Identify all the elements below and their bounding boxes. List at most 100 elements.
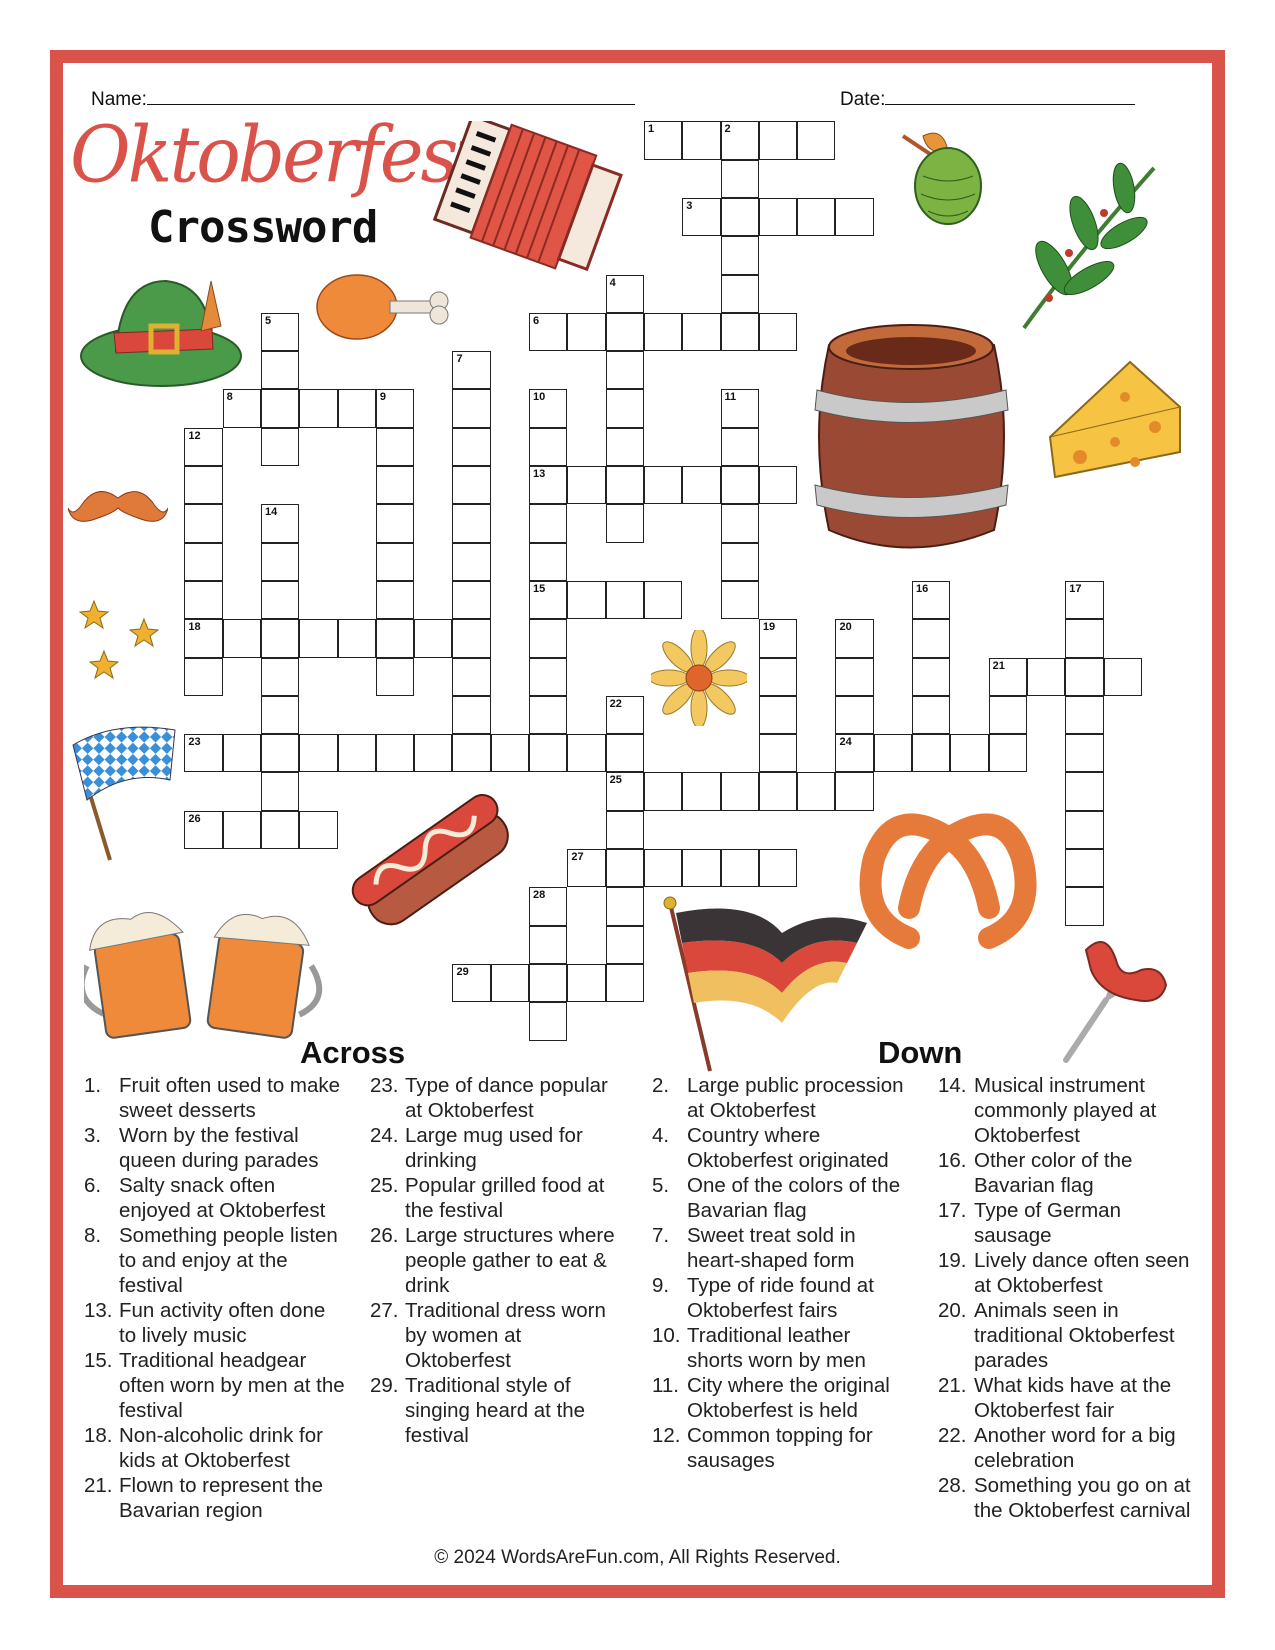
name-line[interactable] — [146, 86, 635, 105]
grid-cell[interactable] — [605, 925, 644, 964]
grid-cell[interactable] — [835, 197, 874, 237]
grid-cell[interactable] — [682, 466, 721, 505]
grid-cell[interactable] — [605, 427, 644, 467]
grid-cell[interactable]: 24 — [835, 734, 874, 773]
grid-cell[interactable] — [797, 121, 836, 160]
grid-cell[interactable] — [260, 734, 300, 773]
grid-cell[interactable] — [720, 197, 759, 237]
grid-cell[interactable] — [758, 772, 798, 811]
grid-cell[interactable] — [1026, 657, 1066, 696]
grid-cell[interactable] — [720, 274, 759, 313]
grid-cell[interactable] — [912, 657, 951, 696]
grid-cell[interactable] — [605, 580, 644, 620]
grid-cell[interactable] — [720, 542, 759, 581]
grid-cell[interactable]: 25 — [605, 772, 644, 811]
grid-cell[interactable]: 27 — [567, 849, 606, 888]
grid-cell[interactable]: 16 — [912, 580, 951, 620]
grid-cell[interactable] — [1065, 657, 1104, 696]
grid-cell[interactable] — [490, 963, 530, 1003]
grid-cell[interactable]: 5 — [260, 312, 300, 352]
grid-cell[interactable] — [375, 466, 415, 505]
grid-cell[interactable] — [797, 772, 836, 811]
grid-cell[interactable] — [797, 197, 836, 237]
grid-cell[interactable] — [452, 657, 491, 696]
grid-cell[interactable] — [529, 963, 568, 1003]
grid-cell[interactable] — [835, 695, 874, 735]
grid-cell[interactable] — [605, 466, 644, 505]
grid-cell[interactable] — [643, 772, 683, 811]
grid-cell[interactable] — [184, 580, 223, 620]
grid-cell[interactable] — [337, 734, 376, 773]
grid-cell[interactable] — [529, 542, 568, 581]
grid-cell[interactable] — [605, 734, 644, 773]
grid-cell[interactable] — [222, 734, 261, 773]
grid-cell[interactable]: 19 — [758, 619, 798, 658]
grid-cell[interactable] — [873, 734, 913, 773]
grid-cell[interactable]: 14 — [260, 504, 300, 543]
grid-cell[interactable] — [375, 657, 415, 696]
grid-cell[interactable]: 26 — [184, 810, 223, 850]
grid-cell[interactable]: 11 — [720, 389, 759, 428]
grid-cell[interactable] — [720, 312, 759, 352]
grid-cell[interactable] — [720, 236, 759, 275]
grid-cell[interactable] — [375, 504, 415, 543]
grid-cell[interactable]: 22 — [605, 695, 644, 735]
grid-cell[interactable] — [758, 197, 798, 237]
grid-cell[interactable] — [260, 427, 300, 467]
grid-cell[interactable]: 23 — [184, 734, 223, 773]
grid-cell[interactable] — [222, 619, 261, 658]
grid-cell[interactable]: 8 — [222, 389, 261, 428]
grid-cell[interactable]: 1 — [643, 121, 683, 160]
grid-cell[interactable] — [567, 963, 606, 1003]
grid-cell[interactable] — [529, 427, 568, 467]
grid-cell[interactable]: 17 — [1065, 580, 1104, 620]
grid-cell[interactable] — [605, 963, 644, 1003]
grid-cell[interactable] — [912, 734, 951, 773]
grid-cell[interactable] — [605, 351, 644, 390]
grid-cell[interactable] — [1065, 849, 1104, 888]
grid-cell[interactable] — [375, 542, 415, 581]
grid-cell[interactable]: 7 — [452, 351, 491, 390]
grid-cell[interactable] — [414, 734, 453, 773]
grid-cell[interactable] — [184, 542, 223, 581]
grid-cell[interactable] — [260, 389, 300, 428]
grid-cell[interactable] — [452, 734, 491, 773]
grid-cell[interactable]: 2 — [720, 121, 759, 160]
grid-cell[interactable] — [490, 734, 530, 773]
grid-cell[interactable] — [529, 619, 568, 658]
grid-cell[interactable] — [758, 657, 798, 696]
grid-cell[interactable] — [605, 389, 644, 428]
grid-cell[interactable] — [720, 159, 759, 198]
grid-cell[interactable] — [1065, 695, 1104, 735]
grid-cell[interactable] — [758, 695, 798, 735]
grid-cell[interactable] — [375, 619, 415, 658]
grid-cell[interactable] — [567, 734, 606, 773]
grid-cell[interactable] — [567, 312, 606, 352]
grid-cell[interactable] — [567, 466, 606, 505]
grid-cell[interactable] — [682, 772, 721, 811]
grid-cell[interactable] — [375, 734, 415, 773]
grid-cell[interactable] — [222, 810, 261, 850]
grid-cell[interactable] — [452, 695, 491, 735]
grid-cell[interactable] — [184, 466, 223, 505]
grid-cell[interactable] — [605, 810, 644, 850]
grid-cell[interactable] — [643, 466, 683, 505]
grid-cell[interactable] — [375, 580, 415, 620]
grid-cell[interactable] — [452, 580, 491, 620]
grid-cell[interactable] — [1065, 734, 1104, 773]
grid-cell[interactable] — [912, 695, 951, 735]
name-field[interactable]: Name: — [91, 86, 635, 111]
grid-cell[interactable] — [1103, 657, 1142, 696]
grid-cell[interactable] — [452, 542, 491, 581]
grid-cell[interactable] — [720, 504, 759, 543]
grid-cell[interactable]: 10 — [529, 389, 568, 428]
grid-cell[interactable] — [260, 619, 300, 658]
grid-cell[interactable] — [720, 849, 759, 888]
grid-cell[interactable] — [758, 849, 798, 888]
grid-cell[interactable] — [260, 580, 300, 620]
grid-cell[interactable]: 20 — [835, 619, 874, 658]
grid-cell[interactable] — [337, 389, 376, 428]
grid-cell[interactable] — [758, 734, 798, 773]
grid-cell[interactable] — [682, 312, 721, 352]
grid-cell[interactable] — [605, 312, 644, 352]
